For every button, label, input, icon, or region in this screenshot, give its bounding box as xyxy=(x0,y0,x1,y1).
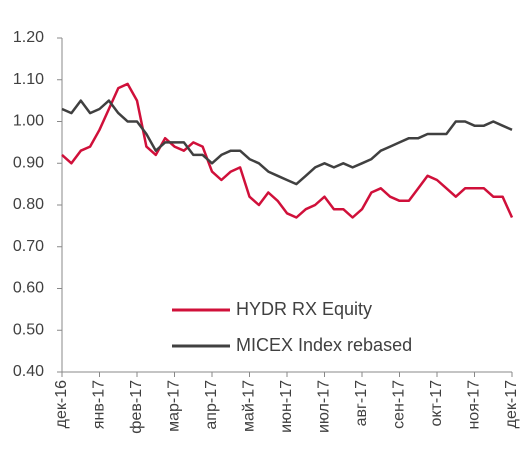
y-tick-label: 1.20 xyxy=(13,29,44,46)
legend-label: HYDR RX Equity xyxy=(236,299,372,319)
y-tick-label: 0.80 xyxy=(13,196,44,213)
x-tick-label: окт-17 xyxy=(428,380,445,427)
x-tick-label: апр-17 xyxy=(203,380,220,430)
y-tick-label: 1.00 xyxy=(13,113,44,130)
y-tick-label: 0.90 xyxy=(13,154,44,171)
y-tick-label: 1.10 xyxy=(13,71,44,88)
series-line xyxy=(61,99,513,186)
x-tick-label: фев-17 xyxy=(128,380,145,434)
x-tick-label: ноя-17 xyxy=(466,380,483,430)
x-tick-label: авг-17 xyxy=(353,380,370,426)
x-tick-label: июн-17 xyxy=(278,380,295,433)
x-tick-label: май-17 xyxy=(241,380,258,432)
x-tick-label: янв-17 xyxy=(91,380,108,429)
x-tick-label: дек-17 xyxy=(503,380,520,428)
y-tick-label: 0.40 xyxy=(13,363,44,380)
x-tick-label: июл-17 xyxy=(316,380,333,433)
x-tick-label: сен-17 xyxy=(391,380,408,429)
y-tick-label: 0.50 xyxy=(13,321,44,338)
x-tick-label: дек-16 xyxy=(53,380,70,428)
x-tick-label: мар-17 xyxy=(166,380,183,432)
legend-label: MICEX Index rebased xyxy=(236,335,412,355)
y-tick-label: 0.60 xyxy=(13,280,44,297)
series-line xyxy=(61,82,514,219)
y-tick-label: 0.70 xyxy=(13,238,44,255)
